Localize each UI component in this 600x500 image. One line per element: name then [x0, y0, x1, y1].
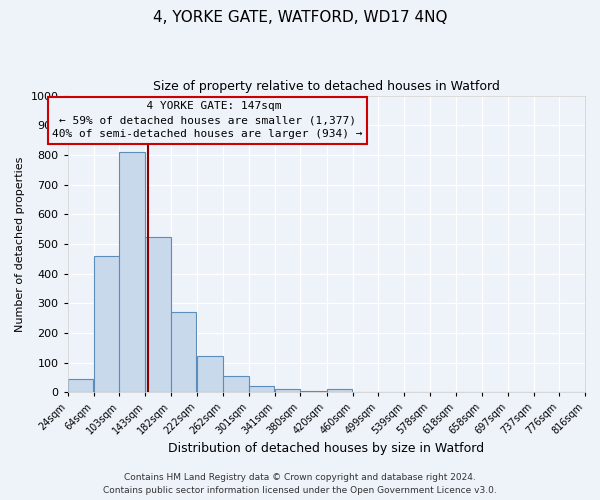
Bar: [301, 391, 326, 392]
X-axis label: Distribution of detached houses by size in Watford: Distribution of detached houses by size …: [168, 442, 484, 455]
Bar: [145, 236, 171, 392]
Bar: [94, 256, 119, 392]
Y-axis label: Number of detached properties: Number of detached properties: [15, 156, 25, 332]
Title: Size of property relative to detached houses in Watford: Size of property relative to detached ho…: [153, 80, 500, 93]
Bar: [326, 389, 352, 392]
Bar: [249, 386, 274, 392]
Bar: [68, 379, 93, 392]
Bar: [197, 356, 223, 393]
Bar: [171, 312, 196, 392]
Bar: [223, 376, 249, 392]
Bar: [275, 389, 301, 392]
Text: Contains HM Land Registry data © Crown copyright and database right 2024.
Contai: Contains HM Land Registry data © Crown c…: [103, 474, 497, 495]
Text: 4 YORKE GATE: 147sqm
← 59% of detached houses are smaller (1,377)
40% of semi-de: 4 YORKE GATE: 147sqm ← 59% of detached h…: [52, 102, 362, 140]
Bar: [119, 152, 145, 392]
Text: 4, YORKE GATE, WATFORD, WD17 4NQ: 4, YORKE GATE, WATFORD, WD17 4NQ: [153, 10, 447, 25]
